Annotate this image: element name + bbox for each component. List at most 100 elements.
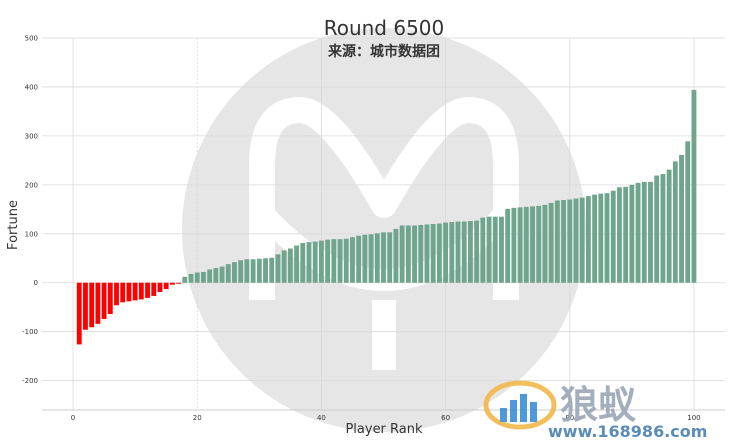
- bar: [225, 264, 231, 283]
- bar: [114, 282, 119, 306]
- bar: [530, 206, 535, 283]
- bar: [654, 175, 660, 283]
- y-axis-label: Fortune: [6, 200, 21, 250]
- bar: [523, 206, 529, 283]
- bar: [306, 242, 312, 283]
- bar: [604, 193, 610, 283]
- bar: [287, 248, 293, 283]
- bar: [263, 258, 268, 283]
- bar: [648, 181, 653, 283]
- bar: [548, 202, 554, 283]
- bar: [660, 174, 666, 283]
- bar: [387, 232, 393, 283]
- y-tick-label: 500: [25, 35, 38, 43]
- bar: [554, 200, 560, 283]
- site-watermark: 狼蚁 www.168986.com: [483, 380, 707, 441]
- bar: [107, 282, 113, 315]
- bar: [517, 207, 523, 283]
- bar: [573, 198, 579, 283]
- bar: [250, 259, 256, 283]
- bar: [474, 220, 480, 283]
- bar: [567, 199, 573, 283]
- bar: [182, 276, 188, 283]
- y-tick-label: -100: [22, 328, 38, 336]
- bar: [163, 282, 169, 290]
- watermark-url-text: www.168986.com: [548, 422, 707, 441]
- bar: [269, 257, 275, 283]
- bar: [412, 225, 417, 283]
- bar: [318, 240, 324, 283]
- bar: [598, 193, 604, 283]
- bar: [623, 186, 629, 283]
- bar: [256, 258, 262, 283]
- x-tick-label: 40: [317, 414, 326, 422]
- bar: [635, 182, 641, 283]
- bar: [201, 271, 206, 283]
- bar: [356, 235, 362, 283]
- y-tick-label: 200: [25, 181, 38, 189]
- bar: [561, 200, 566, 283]
- y-tick-labels: -200 -100 0 100 200 300 400 500: [22, 35, 38, 386]
- bar: [95, 282, 101, 324]
- bar: [207, 269, 213, 283]
- bar: [424, 224, 430, 283]
- bar: [343, 238, 349, 283]
- y-tick-label: 300: [25, 132, 38, 140]
- bar: [418, 224, 424, 283]
- bar: [672, 161, 678, 283]
- bar: [585, 196, 591, 283]
- bar: [350, 237, 355, 283]
- chart-subtitle: 来源：城市数据团: [327, 43, 440, 60]
- x-tick-label: 20: [193, 414, 202, 422]
- bar: [157, 282, 163, 293]
- bar: [610, 190, 616, 283]
- y-tick-label: 400: [25, 83, 38, 91]
- bar: [176, 282, 182, 284]
- bar: [294, 245, 299, 283]
- bar: [468, 221, 473, 283]
- y-tick-label: -200: [22, 377, 38, 385]
- bar: [461, 221, 467, 283]
- bar: [219, 266, 225, 283]
- bar: [232, 262, 237, 283]
- bar: [480, 217, 486, 283]
- bar: [393, 228, 399, 283]
- bar: [691, 89, 697, 283]
- bar: [325, 239, 331, 283]
- bar: [641, 181, 647, 283]
- y-tick-label: 0: [34, 279, 38, 287]
- bar: [405, 225, 411, 283]
- bar: [188, 273, 194, 283]
- chart-title: Round 6500: [324, 16, 445, 40]
- x-axis-label: Player Rank: [345, 422, 423, 437]
- bar: [337, 239, 343, 283]
- bar: [138, 282, 144, 300]
- bar: [76, 282, 82, 345]
- bar: [381, 232, 386, 283]
- bar: [120, 282, 126, 303]
- bar: [511, 207, 517, 283]
- bar: [83, 282, 88, 330]
- x-tick-labels: 0 20 40 60 80 100: [71, 414, 701, 422]
- bar: [592, 194, 598, 283]
- bar: [238, 260, 244, 283]
- bar: [145, 282, 150, 298]
- bar: [312, 241, 318, 283]
- bar: [300, 243, 306, 283]
- bar: [213, 268, 219, 283]
- bar: [436, 223, 442, 283]
- bar: [617, 187, 622, 283]
- bar: [430, 224, 436, 283]
- bar: [685, 141, 691, 283]
- bar: [666, 169, 672, 283]
- bar: [194, 272, 200, 283]
- x-tick-label: 80: [565, 414, 574, 422]
- bar-chart-logo-icon: [483, 380, 557, 430]
- y-tick-label: 100: [25, 230, 38, 238]
- bar: [492, 216, 498, 283]
- bar: [505, 208, 511, 283]
- bar: [443, 222, 449, 283]
- bar: [275, 254, 281, 283]
- bar: [244, 259, 250, 283]
